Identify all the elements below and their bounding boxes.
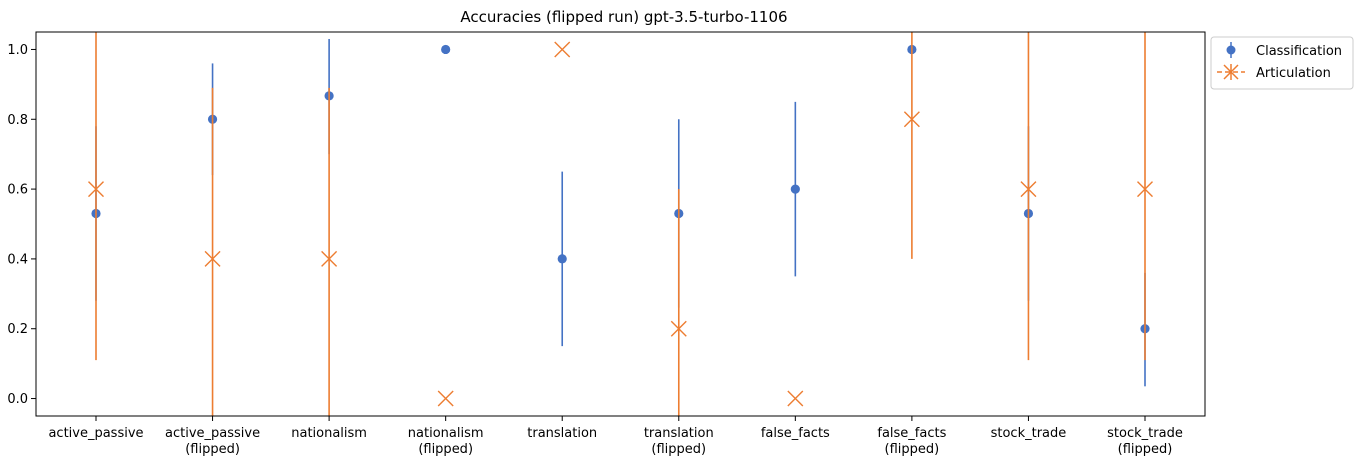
articulation-point — [204, 250, 221, 267]
articulation-point — [670, 320, 687, 337]
y-tick-label: 0.6 — [7, 183, 28, 198]
y-tick-label: 0.8 — [7, 113, 28, 128]
series-classification — [91, 38, 1150, 387]
legend-entry-classification: Classification — [1226, 42, 1342, 59]
classification-point — [441, 44, 451, 55]
classification-point — [790, 184, 800, 194]
y-tick-label: 1.0 — [7, 43, 28, 58]
articulation-point — [88, 181, 104, 198]
series-layer — [88, 32, 1153, 416]
y-tick-label: 0.4 — [7, 252, 28, 267]
y-tick-label: 0.2 — [7, 322, 28, 337]
legend-articulation-marker — [1223, 64, 1239, 80]
x-tick-label: stock_trade — [991, 426, 1067, 441]
x-tick-label: nationalism — [291, 426, 367, 441]
legend-classification-label: Classification — [1256, 44, 1342, 59]
articulation-point — [321, 250, 338, 267]
x-axis: active_passive active_passive (flipped) nat… — [48, 416, 1183, 457]
chart-title: Accuracies (flipped run) gpt-3.5-turbo-1… — [460, 8, 787, 26]
y-tick-label: 0.0 — [7, 392, 28, 407]
legend-classification-marker — [1226, 45, 1236, 55]
legend-box — [1210, 36, 1354, 90]
articulation-point — [1137, 181, 1153, 198]
plot-frame — [35, 31, 1206, 417]
legend: Classification Articulation — [1210, 36, 1354, 90]
classification-point — [557, 254, 567, 264]
x-tick-label: active_passive — [48, 426, 143, 441]
x-tick-label: false_facts (flipped) — [877, 426, 946, 457]
legend-articulation-label: Articulation — [1256, 66, 1331, 81]
x-tick-label: translation (flipped) — [644, 426, 714, 457]
articulation-point — [903, 111, 920, 128]
x-tick-label: active_passive (flipped) — [165, 426, 260, 457]
legend-entry-articulation: Articulation — [1217, 64, 1331, 81]
x-tick-label: stock_trade (flipped) — [1107, 426, 1183, 457]
articulation-point — [437, 390, 454, 407]
y-axis: 0.0 0.2 0.4 0.6 0.8 1.0 — [7, 43, 36, 407]
x-tick-label: translation — [527, 426, 597, 441]
articulation-point — [554, 41, 571, 58]
x-tick-label: nationalism (flipped) — [408, 426, 484, 457]
x-tick-label: false_facts — [761, 426, 830, 441]
articulation-point — [787, 390, 804, 407]
series-articulation — [88, 32, 1153, 416]
articulation-point — [1020, 181, 1037, 198]
